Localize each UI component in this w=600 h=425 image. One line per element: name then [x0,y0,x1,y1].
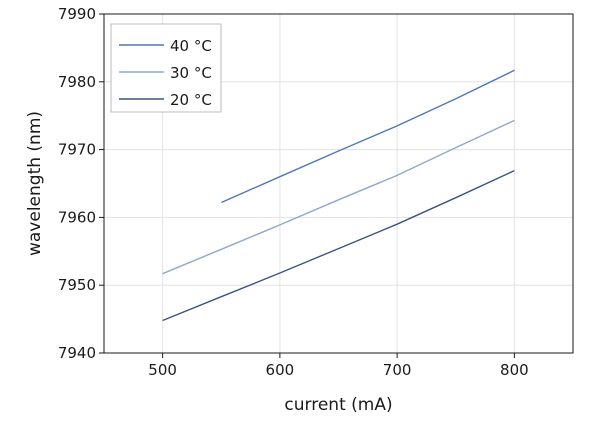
x-tick-label: 700 [383,361,412,379]
y-axis-title: wavelength (nm) [25,111,45,256]
plot-area-frame [103,13,574,354]
legend-box [110,23,222,113]
legend-label-2: 20 °C [170,91,212,109]
y-tick-label: 7970 [58,141,96,159]
x-tick-label: 800 [500,361,529,379]
series-line-0 [221,69,515,204]
legend: 40 °C 30 °C 20 °C [110,23,222,113]
legend-label-1: 30 °C [170,64,212,82]
y-tick-label: 7960 [58,208,96,226]
legend-label-0: 40 °C [170,37,212,55]
y-tick-label: 7940 [58,344,96,362]
y-axis-ticks: 7940 7950 7960 7970 7980 7990 [58,5,104,362]
series-lines [162,69,515,322]
y-tick-label: 7990 [58,5,96,23]
x-tick-label: 600 [266,361,295,379]
series-line-2 [162,169,515,322]
y-tick-label: 7980 [58,73,96,91]
x-axis-title: current (mA) [284,395,392,415]
y-tick-label: 7950 [58,276,96,294]
x-axis-ticks: 500 600 700 800 [148,353,529,379]
x-tick-label: 500 [148,361,177,379]
series-line-1 [162,119,515,275]
